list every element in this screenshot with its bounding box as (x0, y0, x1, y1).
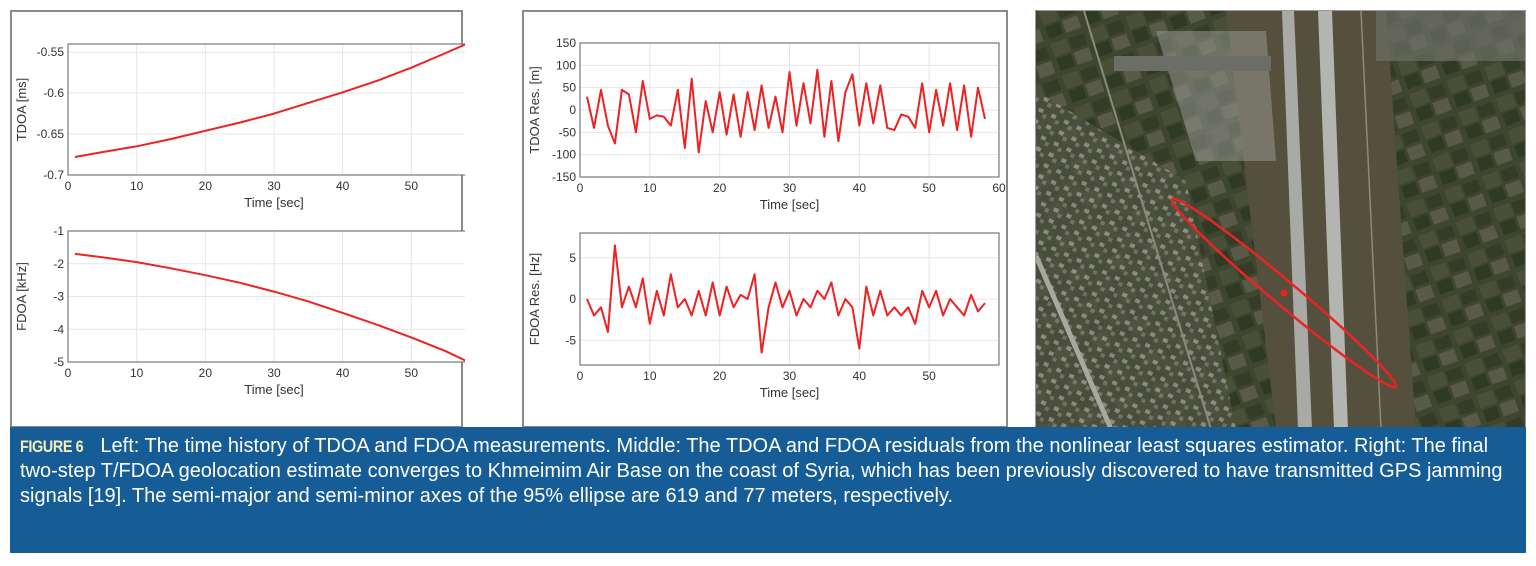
x-axis-label: Time [sec] (760, 197, 819, 212)
x-tick-label: 20 (713, 181, 727, 195)
x-tick-label: 10 (643, 369, 657, 383)
figure-caption: FIGURE 6 Left: The time history of TDOA a… (10, 427, 1526, 553)
middle-figure-panel: 0 10 20 30 40 50 60 -150 -100 -50 0 50 100 150 Time [s… (522, 10, 1008, 428)
runway-west (1282, 11, 1312, 427)
x-tick-label: 30 (267, 179, 281, 193)
caption-text: Left: The time history of TDOA and FDOA … (20, 435, 1503, 507)
x-tick-label: 30 (267, 366, 281, 380)
y-tick-label: -50 (559, 125, 577, 139)
runway-east (1318, 11, 1348, 427)
fdoa-res-chart: 0 10 20 30 40 50 -5 0 5 Time [sec] FDOA Res. [Hz] (527, 232, 1000, 400)
series-line (586, 244, 986, 354)
x-tick-label: 40 (336, 179, 350, 193)
x-tick-label: 0 (65, 179, 72, 193)
road (1360, 11, 1382, 427)
highway (1036, 255, 1113, 427)
plot-area (68, 44, 465, 175)
x-tick-label: 20 (713, 369, 727, 383)
figure-label: FIGURE 6 (20, 437, 84, 456)
x-tick-label: 20 (199, 366, 213, 380)
axes-box (579, 42, 1000, 178)
y-tick-label: -2 (53, 257, 64, 271)
axes-box (67, 230, 465, 363)
axes-box (579, 232, 1000, 366)
x-tick-label: 50 (922, 181, 936, 195)
y-tick-label: -150 (552, 170, 576, 184)
y-tick-label: -5 (565, 333, 576, 347)
x-tick-label: 40 (336, 366, 350, 380)
y-tick-label: 150 (556, 36, 576, 50)
y-tick-label: -0.7 (43, 168, 64, 182)
y-tick-label: -4 (53, 322, 64, 336)
x-tick-label: 50 (405, 179, 419, 193)
x-tick-label: 0 (577, 181, 584, 195)
y-tick-label: 5 (569, 251, 576, 265)
road (1083, 11, 1212, 427)
x-tick-label: 40 (853, 181, 867, 195)
y-tick-label: 0 (569, 292, 576, 306)
series-line (74, 43, 465, 158)
x-tick-label: 40 (853, 369, 867, 383)
x-tick-label: 50 (922, 369, 936, 383)
satellite-image-khmeimim (1036, 11, 1525, 427)
y-tick-label: -3 (53, 290, 64, 304)
y-tick-label: -5 (53, 355, 64, 369)
y-tick-label: -100 (552, 148, 576, 162)
x-tick-label: 50 (405, 366, 419, 380)
y-tick-label: -0.65 (37, 127, 65, 141)
x-axis-label: Time [sec] (760, 385, 819, 400)
y-tick-label: -0.6 (43, 86, 64, 100)
y-axis-label: FDOA [kHz] (14, 262, 29, 331)
axes-box (67, 43, 465, 176)
y-axis-label: TDOA [ms] (14, 78, 29, 142)
x-tick-label: 10 (130, 179, 144, 193)
taxiway (1114, 56, 1271, 71)
x-tick-label: 30 (783, 369, 797, 383)
x-tick-label: 10 (643, 181, 657, 195)
x-tick-label: 20 (199, 179, 213, 193)
y-axis-label: FDOA Res. [Hz] (527, 253, 542, 345)
y-tick-label: -1 (53, 224, 64, 238)
y-tick-label: 50 (563, 81, 577, 95)
base-facility (1376, 11, 1525, 61)
x-tick-label: 60 (992, 181, 1006, 195)
x-axis-label: Time [sec] (244, 382, 303, 397)
y-tick-label: 0 (569, 103, 576, 117)
x-tick-label: 10 (130, 366, 144, 380)
x-tick-label: 30 (783, 181, 797, 195)
geolocation-estimate-point (1280, 289, 1288, 297)
x-tick-label: 0 (577, 369, 584, 383)
x-axis-label: Time [sec] (244, 195, 303, 210)
series-line (74, 252, 465, 362)
y-tick-label: 100 (556, 58, 576, 72)
series-line (586, 68, 986, 154)
tdoa-res-chart: 0 10 20 30 40 50 60 -150 -100 -50 0 50 100 150 Time [s… (527, 36, 1006, 212)
y-axis-label: TDOA Res. [m] (527, 66, 542, 153)
satellite-image-panel (1035, 10, 1526, 428)
x-tick-label: 0 (65, 366, 72, 380)
y-tick-label: -0.55 (37, 45, 65, 59)
error-ellipse-95 (1170, 197, 1398, 389)
airfield-ground (1226, 11, 1416, 427)
